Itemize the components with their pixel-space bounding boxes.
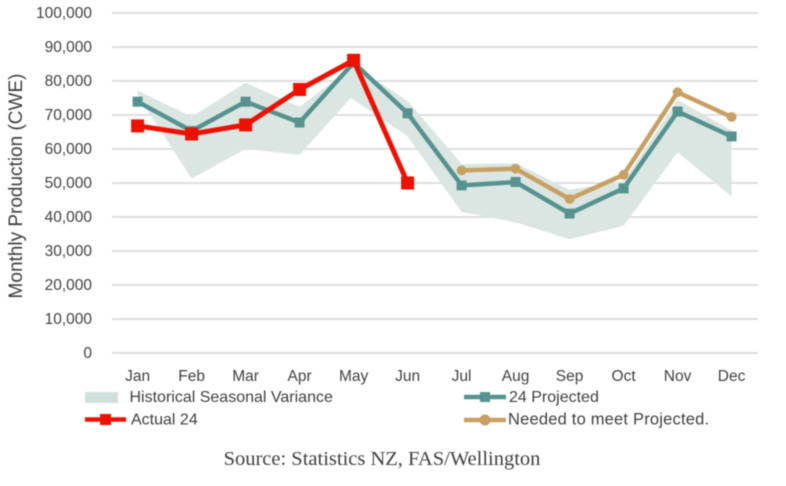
svg-text:Source: Statistics NZ, FAS/Wel: Source: Statistics NZ, FAS/Wellington — [224, 448, 541, 470]
svg-text:Aug: Aug — [502, 368, 530, 385]
svg-text:20,000: 20,000 — [45, 277, 93, 294]
svg-text:Monthly Production (CWE): Monthly Production (CWE) — [6, 74, 27, 299]
svg-text:Sep: Sep — [556, 368, 584, 385]
svg-text:80,000: 80,000 — [45, 73, 93, 90]
svg-text:Jul: Jul — [452, 368, 472, 385]
svg-text:Needed to meet Projected.: Needed to meet Projected. — [508, 411, 709, 429]
svg-text:May: May — [339, 368, 369, 385]
svg-text:24 Projected: 24 Projected — [509, 389, 599, 406]
svg-text:0: 0 — [83, 345, 92, 362]
svg-text:60,000: 60,000 — [45, 141, 93, 158]
svg-text:40,000: 40,000 — [45, 209, 93, 226]
svg-text:Dec: Dec — [718, 368, 746, 385]
svg-text:Nov: Nov — [664, 368, 692, 385]
svg-text:50,000: 50,000 — [45, 175, 93, 192]
svg-text:90,000: 90,000 — [45, 39, 93, 56]
svg-text:Oct: Oct — [612, 368, 637, 385]
svg-text:Jan: Jan — [125, 368, 150, 385]
svg-text:Historical Seasonal Variance: Historical Seasonal Variance — [130, 389, 333, 406]
svg-text:Apr: Apr — [288, 368, 312, 385]
svg-text:100,000: 100,000 — [36, 5, 92, 22]
svg-text:Feb: Feb — [178, 368, 205, 385]
svg-text:Mar: Mar — [232, 368, 259, 385]
svg-text:70,000: 70,000 — [45, 107, 93, 124]
svg-text:30,000: 30,000 — [45, 243, 93, 260]
svg-text:Actual 24: Actual 24 — [131, 412, 198, 429]
svg-text:10,000: 10,000 — [45, 311, 93, 328]
svg-text:Jun: Jun — [395, 368, 420, 385]
